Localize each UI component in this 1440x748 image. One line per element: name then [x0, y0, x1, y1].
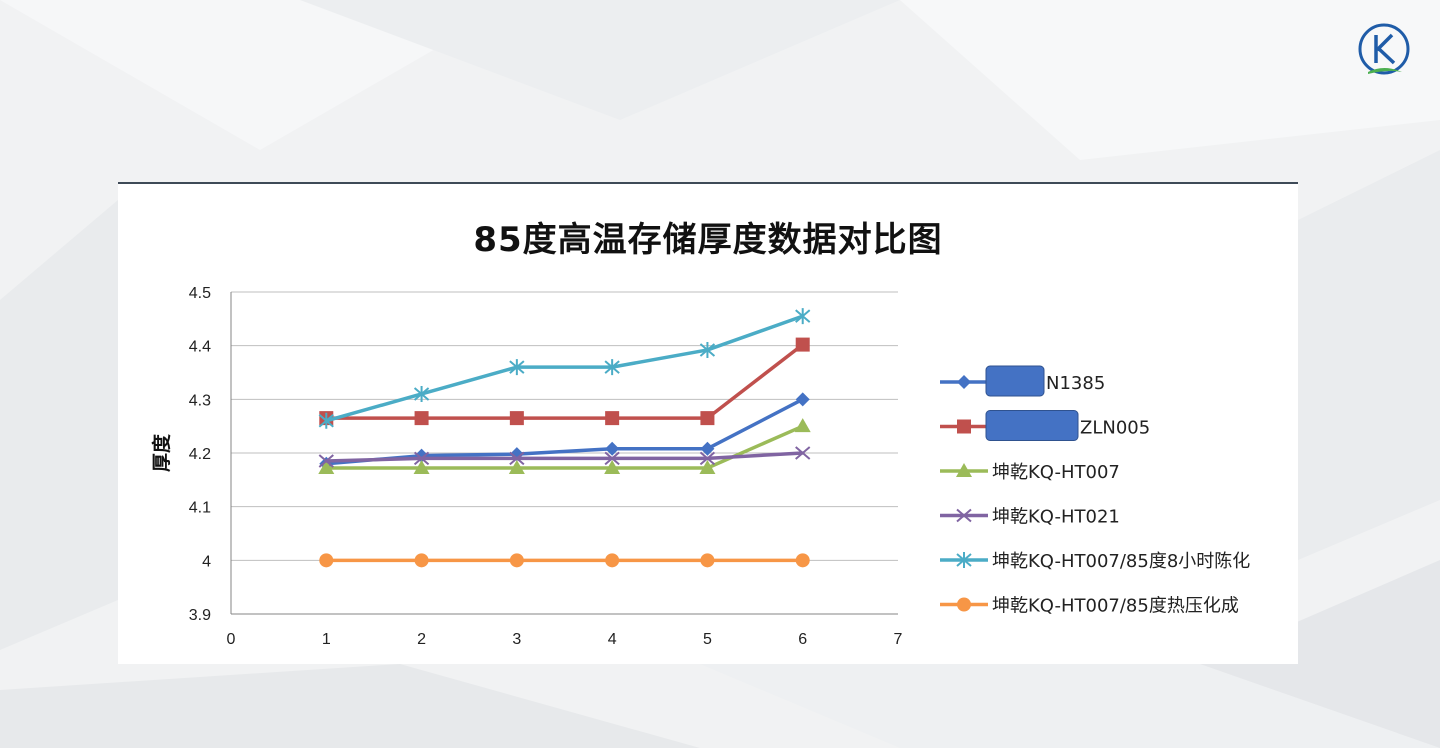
data-point — [700, 441, 715, 456]
data-point — [509, 411, 524, 426]
legend-swatch-marker — [957, 375, 971, 389]
series-line — [326, 343, 804, 420]
k-logo-icon — [1358, 23, 1410, 75]
y-tick-label: 4.4 — [189, 339, 211, 356]
legend-swatch-marker — [956, 463, 972, 477]
legend-label: N1385 — [1046, 373, 1105, 394]
redaction-box — [985, 410, 1079, 441]
y-tick-label: 4.2 — [189, 446, 211, 463]
data-point — [509, 359, 525, 376]
legend-swatch-marker — [957, 419, 971, 434]
x-tick-label: 3 — [512, 631, 521, 648]
data-point — [319, 553, 334, 568]
series-line — [326, 397, 804, 466]
data-point — [699, 451, 716, 466]
data-point — [604, 359, 620, 376]
x-tick-label: 4 — [608, 631, 617, 648]
data-point — [605, 441, 620, 456]
data-point — [794, 418, 811, 433]
data-point — [795, 337, 810, 352]
series-line — [325, 314, 804, 423]
legend-label: 坤乾KQ-HT007 — [992, 462, 1120, 483]
data-point — [509, 553, 524, 568]
y-tick-label: 3.9 — [189, 607, 211, 624]
y-axis-label: 厚度 — [150, 433, 173, 472]
legend-label: ZLN005 — [1080, 418, 1150, 439]
line-chart: 3.9 4 4.1 4.2 4.3 4.4 4.5 0 1 2 3 4 5 6 7 厚度 N1385 ZLN005… — [150, 285, 1250, 648]
data-point — [699, 460, 716, 475]
series-line — [326, 451, 803, 463]
x-tick-label: 1 — [322, 631, 331, 648]
data-point — [699, 341, 716, 358]
y-tick-label: 4 — [202, 553, 211, 570]
legend-label: 坤乾KQ-HT007/85度热压化成 — [992, 596, 1239, 617]
data-point — [795, 392, 810, 407]
data-point — [604, 451, 620, 466]
chart-panel: 85度高温存储厚度数据对比图 3.9 4 4.1 4.2 4.3 4.4 4.5 0 1 2 3 4 5… — [118, 182, 1298, 664]
data-point — [413, 460, 430, 475]
panel-top-rule — [118, 182, 1298, 184]
data-point — [795, 553, 810, 568]
data-point — [318, 412, 334, 429]
data-point — [508, 460, 525, 475]
series-line — [326, 424, 804, 470]
data-point — [605, 411, 620, 426]
y-tick-label: 4.3 — [189, 392, 211, 409]
data-point — [700, 411, 715, 426]
redaction-box — [985, 365, 1045, 397]
data-point — [414, 411, 429, 426]
legend-swatch-marker — [957, 597, 971, 612]
data-point — [414, 553, 429, 568]
data-point — [413, 385, 430, 402]
data-point — [318, 454, 334, 468]
data-point — [509, 451, 525, 466]
legend-label: 坤乾KQ-HT007/85度8小时陈化 — [992, 551, 1250, 572]
x-tick-label: 6 — [798, 631, 807, 648]
x-tick-label: 7 — [894, 631, 903, 648]
legend-swatch-marker — [956, 508, 972, 523]
y-tick-label: 4.1 — [189, 500, 211, 517]
data-point — [795, 308, 811, 325]
legend-label: 坤乾KQ-HT021 — [992, 507, 1120, 528]
chart-title: 85度高温存储厚度数据对比图 — [473, 220, 943, 260]
data-point — [604, 460, 621, 475]
data-point — [605, 553, 620, 568]
data-point — [413, 451, 430, 466]
x-tick-label: 0 — [227, 631, 236, 648]
data-point — [795, 446, 811, 460]
legend-swatch-marker — [956, 552, 972, 568]
x-tick-label: 5 — [703, 631, 712, 648]
x-tick-label: 2 — [417, 631, 426, 648]
y-tick-label: 4.5 — [189, 285, 211, 302]
data-point — [318, 460, 335, 475]
data-point — [700, 553, 715, 568]
